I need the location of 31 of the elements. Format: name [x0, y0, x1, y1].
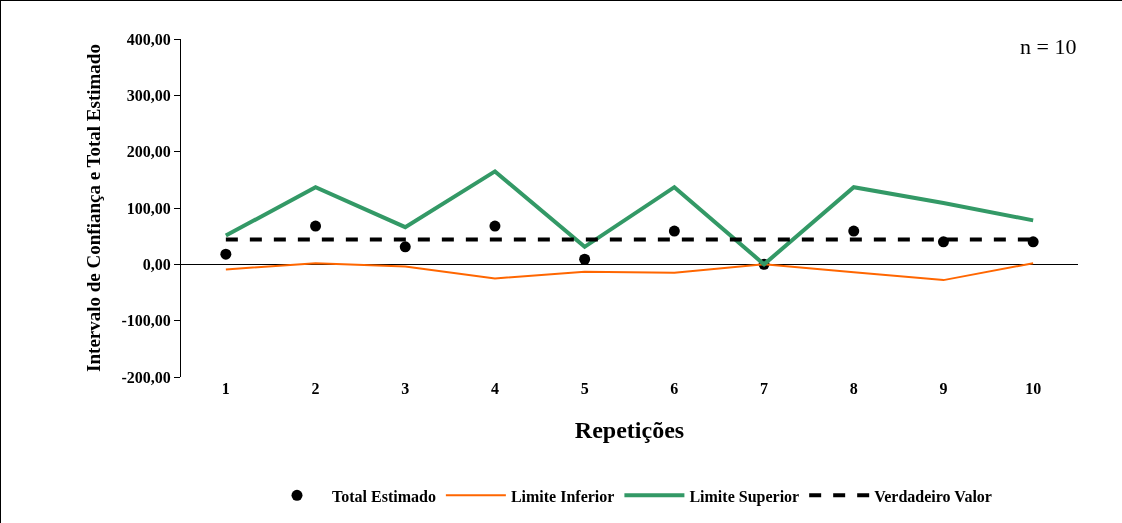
x-tick-label: 4 — [490, 380, 499, 397]
y-tick-label: 0,00 — [142, 255, 171, 273]
x-tick-label: 7 — [760, 380, 769, 397]
legend-label: Total Estimado — [332, 487, 436, 505]
y-tick-label: 400,00 — [126, 30, 171, 48]
x-tick-label: 1 — [221, 380, 230, 397]
y-tick-label: 200,00 — [126, 143, 171, 161]
point — [399, 241, 411, 253]
legend-label: Limite Superior — [689, 487, 800, 506]
point — [310, 220, 322, 232]
y-axis-title: Intervalo de Confiança e Total Estimado — [83, 44, 105, 372]
legend-label: Verdadeiro Valor — [874, 487, 992, 505]
x-tick-label: 10 — [1025, 380, 1042, 397]
y-tick-label: -200,00 — [121, 368, 171, 386]
x-tick-label: 6 — [670, 380, 679, 397]
legend-label: Limite Inferior — [510, 487, 615, 505]
x-tick-label: 8 — [849, 380, 858, 397]
y-tick-label: 300,00 — [126, 86, 171, 104]
x-tick-label: 3 — [401, 380, 410, 397]
point — [579, 253, 591, 265]
point — [489, 220, 501, 232]
annotation: n = 10 — [1020, 34, 1077, 59]
y-tick-label: -100,00 — [121, 312, 171, 330]
x-tick-label: 2 — [311, 380, 320, 397]
y-tick-label: 100,00 — [126, 199, 171, 217]
x-tick-label: 5 — [580, 380, 589, 397]
x-tick-label: 9 — [939, 380, 948, 397]
x-axis-title: Repetições — [574, 417, 685, 444]
point — [668, 225, 680, 237]
point — [220, 248, 232, 260]
point — [848, 225, 860, 237]
